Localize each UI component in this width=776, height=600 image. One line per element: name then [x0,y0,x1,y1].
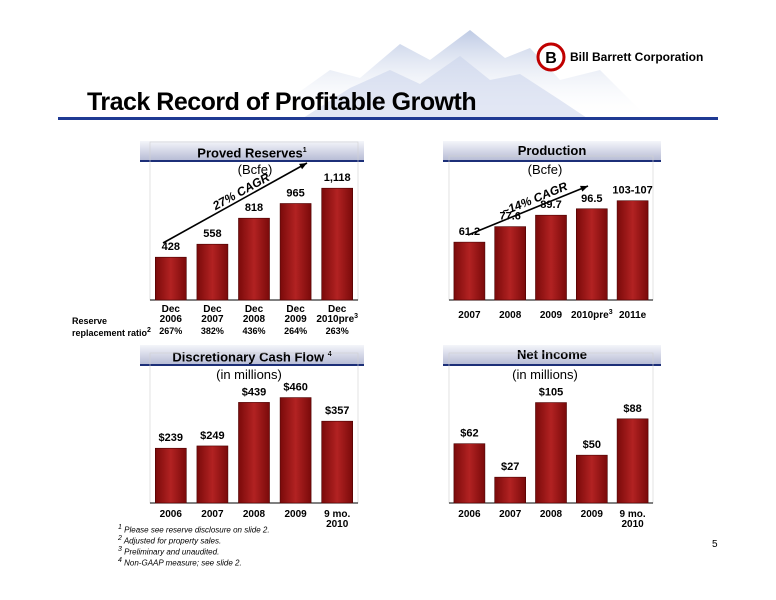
tick-label: 2006 [458,509,481,520]
tick-label: 2008 [243,509,266,520]
panel-header-netincome: Net Income [443,345,661,366]
bar [321,187,354,301]
reserve-ratio-label: Reserve replacement ratio2 [72,316,151,338]
tick-label: Dec [286,304,305,315]
bar [535,214,567,301]
logo-mark-icon: B [536,42,566,72]
company-logo: B Bill Barrett Corporation [536,42,703,72]
data-label: 96.5 [581,193,602,205]
tick-label: 2009 [284,314,307,325]
tick-label: 2010 [621,519,644,530]
subtitle-cashflow: (in millions) [216,367,282,382]
subtitle-reserves: (Bcfe) [237,162,273,177]
data-label: $439 [242,386,266,398]
tick-label: 2006 [160,314,183,325]
tick-label: 2007 [499,509,522,520]
data-label: 965 [286,188,304,200]
data-label: $27 [501,461,519,473]
data-label: 103-107 [612,185,652,197]
data-label: 818 [245,202,263,214]
bar [494,476,527,504]
bar [575,454,608,504]
tick-label: Dec [245,304,264,315]
bar [279,397,312,504]
cagr-arrow-head [580,185,588,192]
tick-label: Dec [162,304,181,315]
bar [155,447,187,504]
data-label: 1,118 [324,172,351,184]
bar [238,402,270,504]
title-rule [58,117,718,120]
tick-label: 2009 [284,509,307,520]
data-label: $88 [623,403,641,415]
cagr-arrow [467,185,589,236]
reserve-ratio-value: 436% [242,326,266,336]
bar [575,208,608,301]
mountain-background [260,30,660,120]
bar [196,445,229,504]
logo-text: Bill Barrett Corporation [570,50,704,64]
bar [279,203,312,301]
data-label: $239 [159,432,183,444]
tick-label: 2008 [499,310,522,321]
tick-label: Dec [203,304,222,315]
data-label: $50 [583,439,601,451]
reserve-ratio-value: 263% [325,326,349,336]
tick-label: 2007 [201,314,224,325]
cagr-arrow-head [299,163,307,170]
footnote: 1 Please see reserve disclosure on slide… [118,524,270,535]
bar [535,402,567,504]
data-label: 61.2 [459,226,480,238]
tick-label: 2007 [201,509,224,520]
bar [321,420,354,504]
tick-label: 2010pre3 [316,313,358,325]
footnote: 2 Adjusted for property sales. [118,535,222,546]
page-title: Track Record of Profitable Growth [87,88,477,116]
panel-header-production: Production [443,141,661,162]
bar [196,243,229,301]
tick-label: 9 mo. [324,509,350,520]
footnote: 4 Non-GAAP measure; see slide 2. [118,557,242,568]
page-number: 5 [712,539,718,550]
tick-label: 9 mo. [620,509,646,520]
tick-label: 2009 [581,509,604,520]
bar [453,443,486,504]
tick-label: 2010 [326,519,349,530]
reserve-ratio-value: 267% [159,326,183,336]
panel-header-reserves: Proved Reserves1 [140,141,364,162]
tick-label: 2010pre3 [571,309,613,321]
tick-label: 2011e [619,310,647,321]
data-label: 428 [162,241,180,253]
bar [494,226,527,301]
data-label: 558 [203,228,221,240]
bar [155,256,187,301]
subtitle-netincome: (in millions) [512,367,578,382]
tick-label: 2008 [540,509,563,520]
reserve-ratio-value: 382% [200,326,224,336]
data-label: $62 [460,428,478,440]
footnote: 3 Preliminary and unaudited. [118,546,220,557]
svg-text:B: B [545,50,557,67]
bar [238,217,270,301]
bar [616,200,649,301]
reserve-ratio-value: 264% [284,326,308,336]
subtitle-production: (Bcfe) [527,162,563,177]
bar [453,241,486,301]
data-label: $105 [539,387,563,399]
tick-label: Dec [328,304,347,315]
data-label: $460 [283,382,307,394]
tick-label: 2006 [160,509,183,520]
tick-label: 2007 [458,310,481,321]
data-label: $357 [325,405,349,417]
tick-label: 2008 [243,314,266,325]
cagr-arrow [162,162,308,244]
bar [616,418,649,504]
data-label: $249 [200,430,224,442]
tick-label: 2009 [540,310,563,321]
data-label: 89.7 [540,199,561,211]
